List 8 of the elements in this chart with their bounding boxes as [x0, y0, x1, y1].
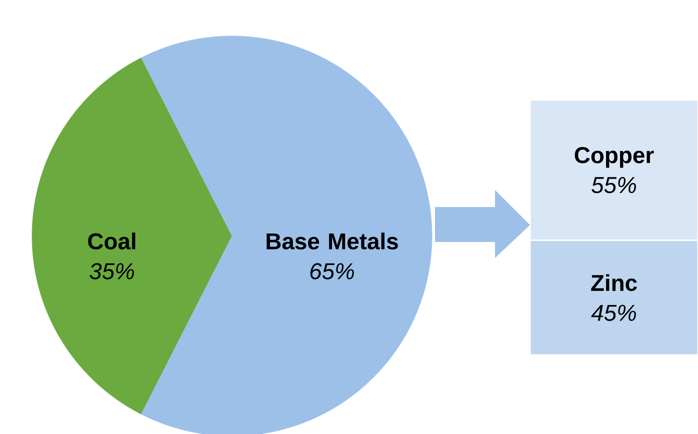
data-label: 65% — [310, 263, 354, 280]
series-label: Copper — [574, 147, 654, 168]
slice-label: Base Metals — [266, 232, 398, 250]
data-label: 35% — [90, 263, 134, 280]
data-label: 55% — [592, 177, 636, 194]
data-label: 45% — [591, 304, 636, 321]
series-label: Zinc — [591, 274, 637, 292]
slice-label: Coal — [88, 232, 136, 250]
